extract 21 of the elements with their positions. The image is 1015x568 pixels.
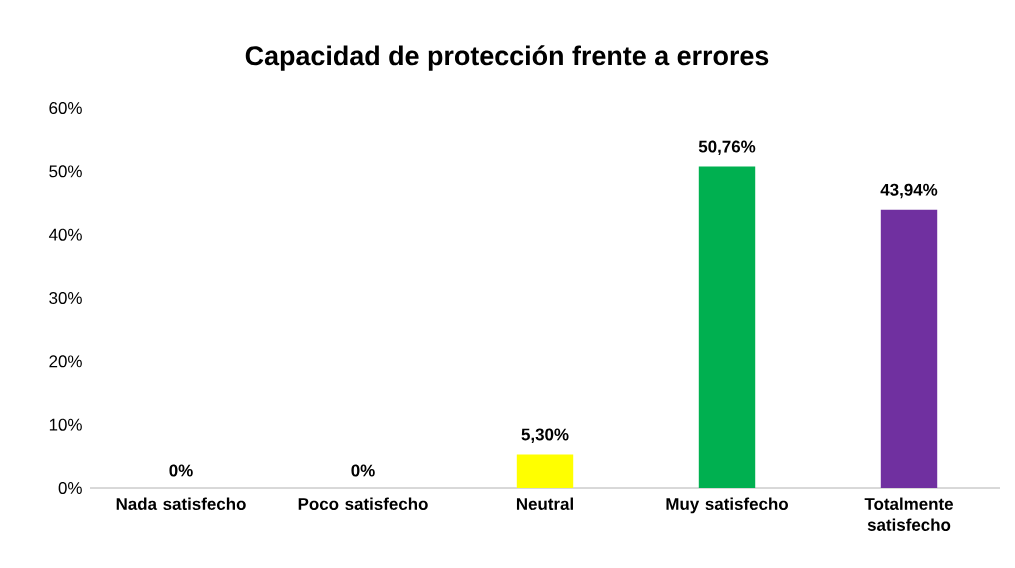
data-label: 0% xyxy=(351,464,375,477)
x-tick-label: Nada satisfecho xyxy=(116,497,246,510)
y-tick-label: 10% xyxy=(49,418,82,431)
y-tick-label: 0% xyxy=(58,482,82,494)
y-tick-label: 30% xyxy=(49,292,82,304)
bar xyxy=(516,454,574,488)
x-tick-label: Totalmente satisfecho xyxy=(864,497,953,531)
data-label: 5,30% xyxy=(521,428,569,443)
y-tick-label: 20% xyxy=(49,355,82,368)
y-tick-label: 40% xyxy=(48,228,82,241)
y-tick-label: 50% xyxy=(49,165,82,178)
x-tick-label: Neutral xyxy=(516,497,573,510)
chart-title: Capacidad de protección frente a errores xyxy=(245,45,769,71)
x-tick-label: Poco satisfecho xyxy=(298,497,428,510)
data-label: 43,94% xyxy=(880,183,938,199)
bar xyxy=(698,166,756,488)
data-label: 0% xyxy=(169,464,193,477)
data-label: 50,76% xyxy=(698,140,756,155)
bar xyxy=(880,209,938,488)
y-tick-label: 60% xyxy=(49,102,82,114)
x-tick-label: Muy satisfecho xyxy=(666,497,788,514)
